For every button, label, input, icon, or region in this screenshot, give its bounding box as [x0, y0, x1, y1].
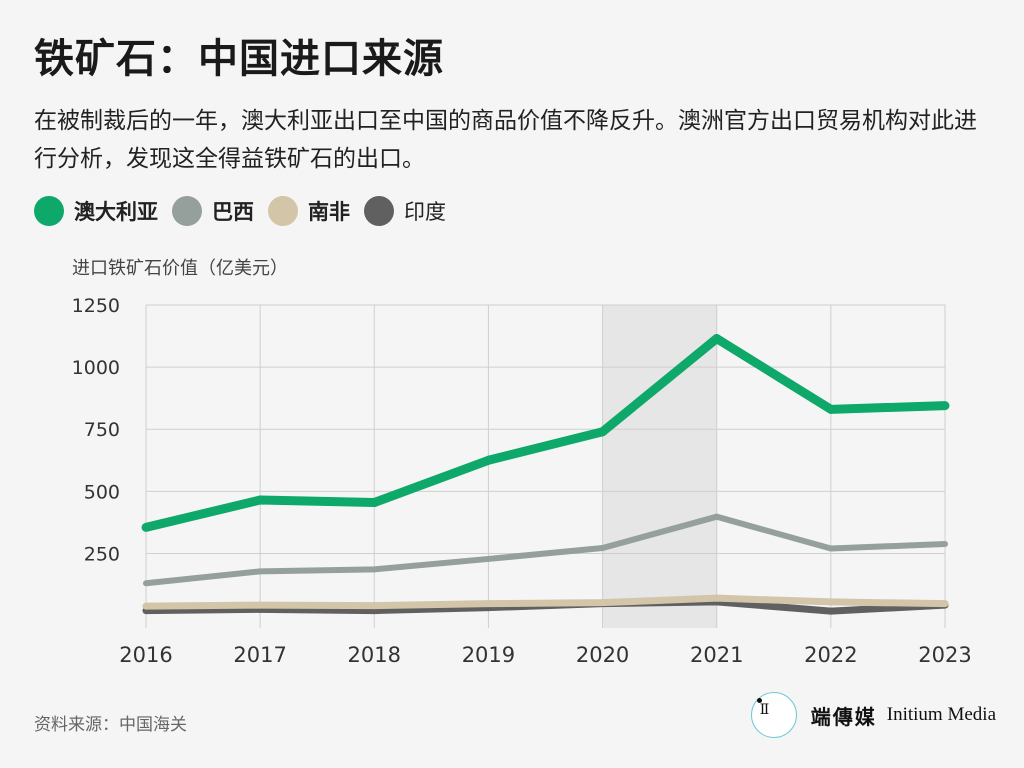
x-tick-label: 2017	[233, 643, 286, 667]
data-point	[940, 401, 950, 411]
data-point	[713, 594, 721, 602]
legend-label-australia: 澳大利亚	[74, 200, 158, 224]
legend-item-australia: 澳大利亚	[34, 196, 158, 226]
data-point	[941, 600, 949, 608]
brand-name-en: Initium Media	[886, 704, 996, 725]
chart-title: 铁矿石：中国进口来源	[34, 36, 444, 82]
data-point	[827, 607, 835, 615]
data-point	[942, 541, 948, 548]
series-line-1	[145, 513, 946, 587]
data-point	[369, 498, 379, 508]
brand: 端傳媒 Initium Media	[750, 692, 996, 738]
series-line-2	[145, 594, 946, 610]
data-point	[599, 599, 607, 607]
x-tick-label: 2018	[348, 643, 401, 667]
legend-label-india: 印度	[404, 200, 446, 224]
y-tick-label: 250	[84, 543, 120, 565]
x-tick-label: 2022	[804, 643, 857, 667]
y-axis-title: 进口铁矿石价值（亿美元）	[72, 258, 288, 279]
data-point	[256, 601, 264, 609]
x-tick-label: 2016	[119, 643, 172, 667]
data-point	[598, 427, 608, 437]
data-point	[143, 580, 149, 587]
legend-swatch-australia	[34, 196, 64, 226]
data-point	[827, 598, 835, 606]
data-point	[483, 455, 493, 465]
data-point	[713, 513, 720, 520]
x-tick-label: 2020	[576, 643, 629, 667]
data-point	[255, 495, 265, 505]
data-point	[142, 602, 150, 610]
data-point	[485, 555, 492, 562]
legend-swatch-brazil	[172, 196, 202, 226]
line-chart: 250 500 750 1000 1250 2016 2017 2018 2019 2020 202…	[72, 295, 972, 667]
y-tick-label: 1250	[72, 295, 120, 317]
legend-label-south-africa: 南非	[308, 200, 350, 224]
y-tick-label: 750	[84, 419, 120, 441]
data-point	[826, 404, 836, 414]
series-line-0	[144, 334, 946, 532]
brand-logo-icon	[750, 692, 797, 738]
x-tick-label: 2023	[918, 643, 971, 667]
chart-subtitle: 在被制裁后的一年，澳大利亚出口至中国的商品价值不降反升。澳洲官方出口贸易机构对此…	[34, 108, 977, 172]
y-tick-label: 500	[84, 481, 120, 503]
data-point	[371, 566, 378, 573]
data-point	[712, 334, 722, 344]
y-tick-label: 1000	[72, 357, 120, 379]
data-point	[370, 602, 378, 610]
legend: 澳大利亚 巴西 南非 印度	[34, 196, 460, 226]
brand-name-cn: 端傳媒	[810, 704, 877, 729]
legend-swatch-south-africa	[268, 196, 298, 226]
x-tick-label: 2019	[462, 643, 515, 667]
data-point	[484, 600, 492, 608]
data-point	[599, 544, 606, 551]
source-note: 资料来源：中国海关	[34, 715, 187, 735]
x-tick-label: 2021	[690, 643, 743, 667]
legend-item-brazil: 巴西	[172, 196, 254, 226]
data-point	[827, 545, 834, 552]
legend-item-india: 印度	[364, 196, 446, 226]
legend-item-south-africa: 南非	[268, 196, 350, 226]
data-point	[257, 568, 264, 575]
legend-swatch-india	[364, 196, 394, 226]
data-point	[141, 522, 151, 532]
legend-label-brazil: 巴西	[212, 200, 254, 224]
